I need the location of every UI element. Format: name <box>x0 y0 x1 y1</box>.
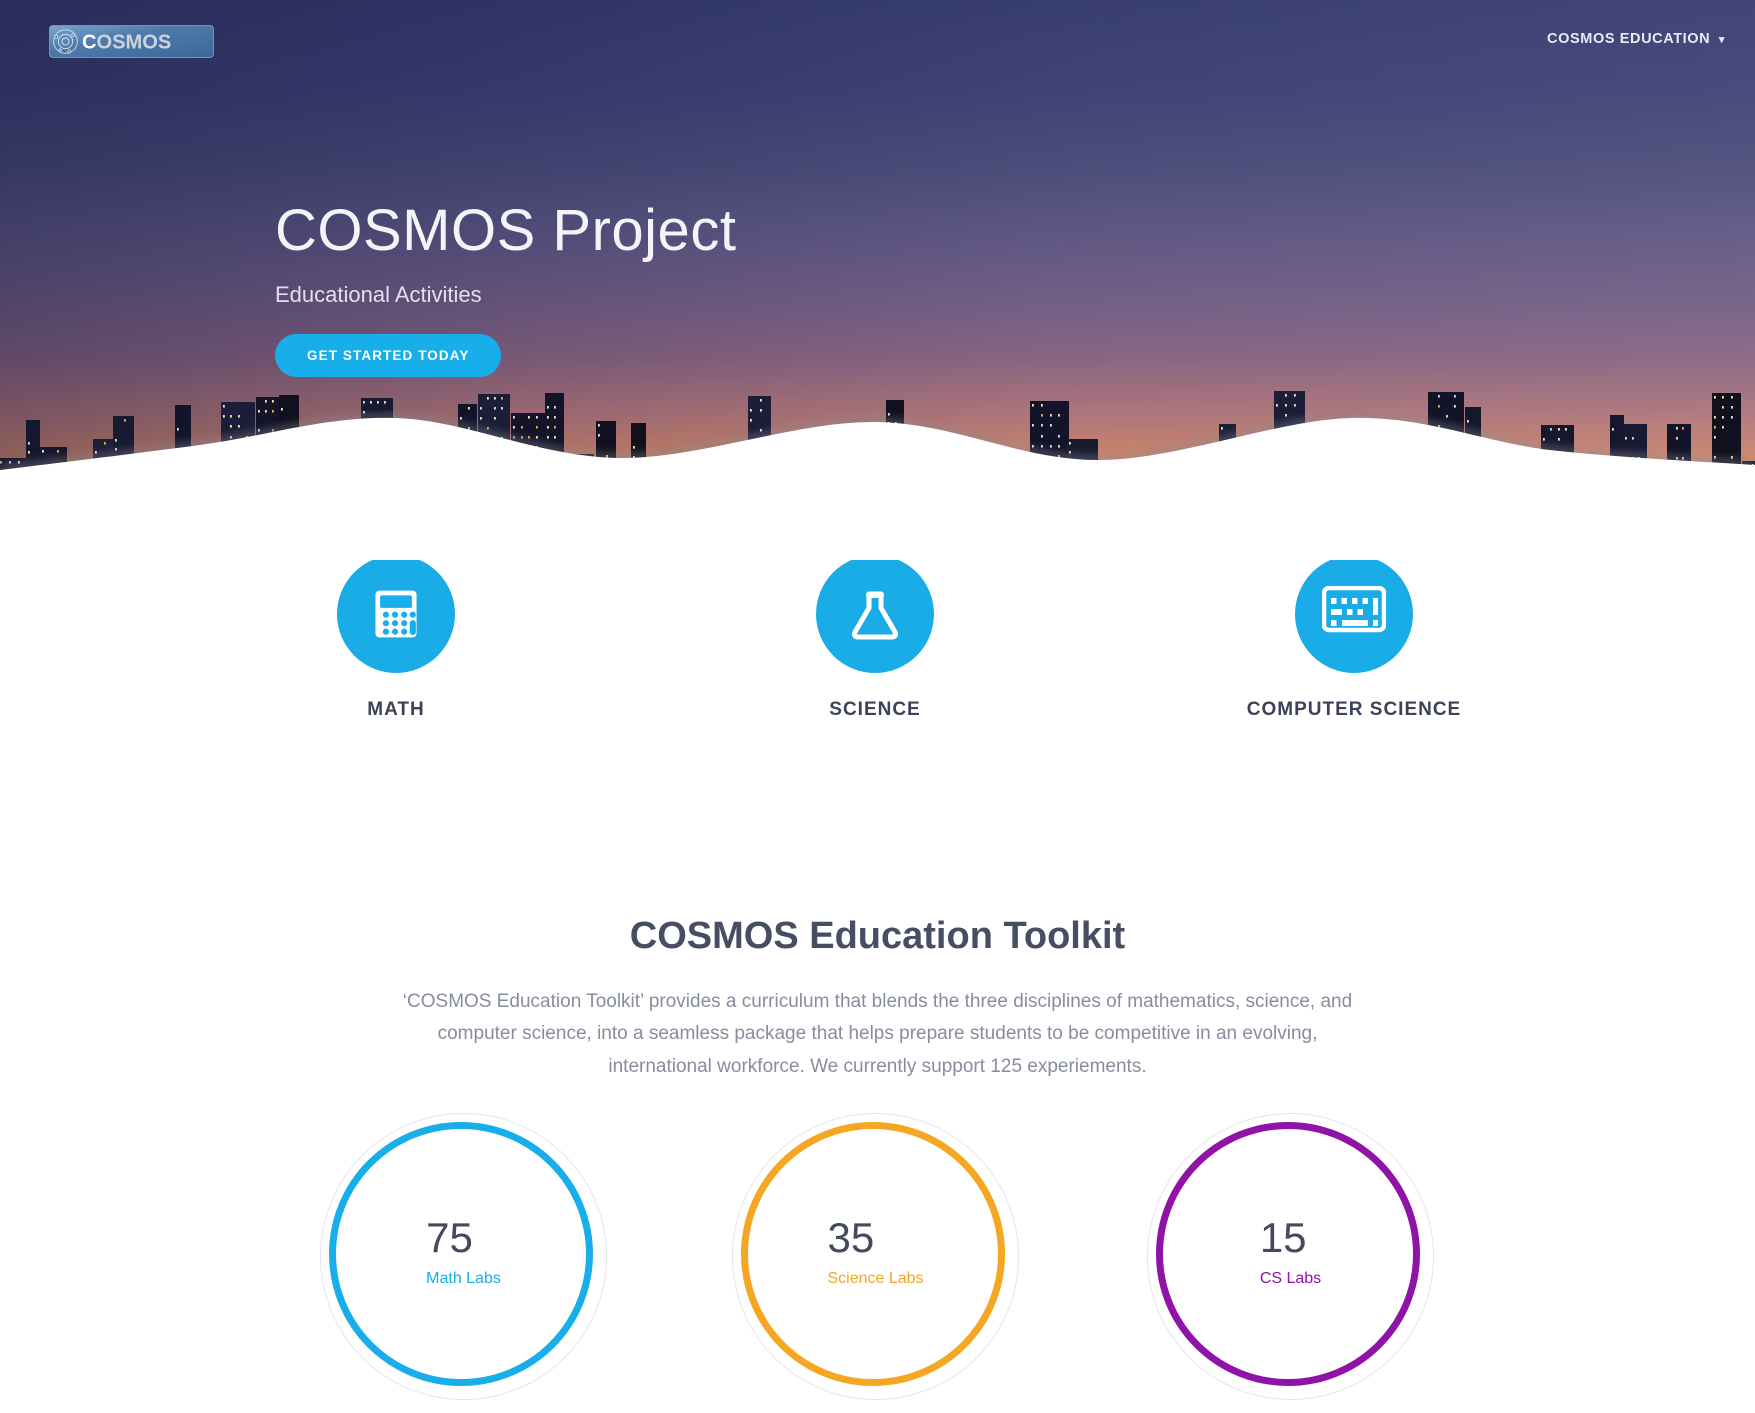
svg-text:COSMOS: COSMOS <box>82 32 171 54</box>
